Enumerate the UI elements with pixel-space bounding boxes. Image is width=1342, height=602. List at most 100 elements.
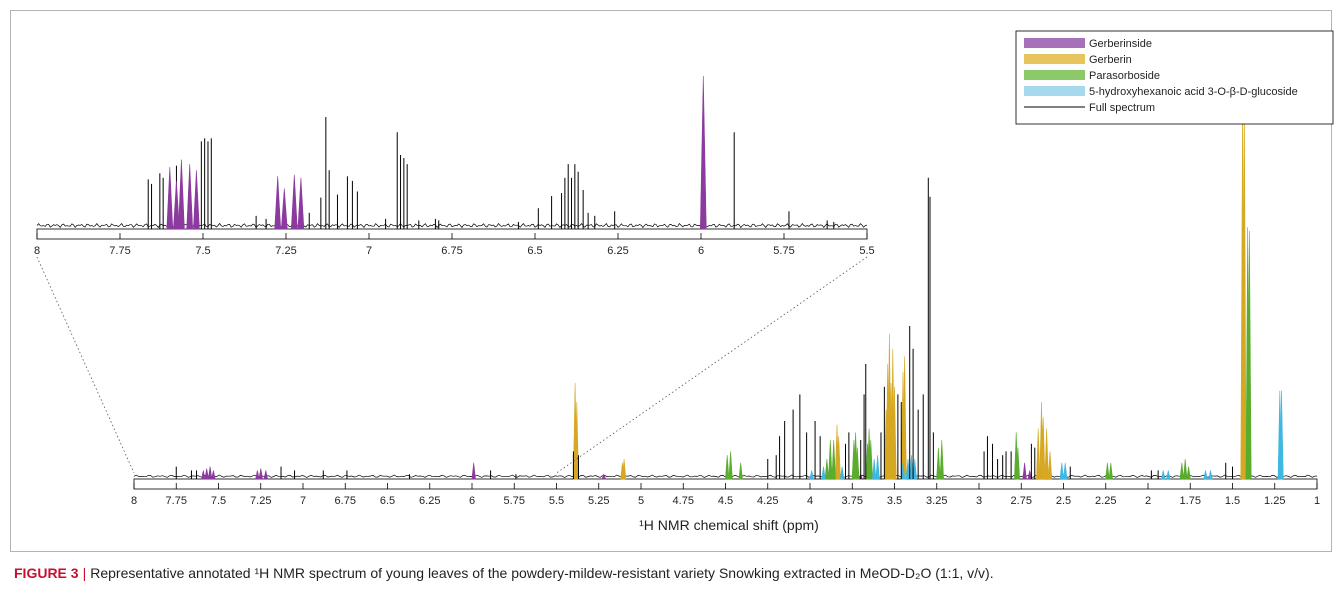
main-peak xyxy=(855,447,860,480)
inset-peak xyxy=(166,167,174,230)
main-peak xyxy=(1047,451,1053,480)
caption-label: FIGURE 3 xyxy=(14,565,79,581)
main-tick-label: 6 xyxy=(469,495,475,507)
legend: Gerberinside Gerberin Parasorboside 5-hydro… xyxy=(1015,30,1334,125)
inset-baseline-trace xyxy=(36,222,868,229)
main-tick-label: 5.25 xyxy=(588,495,609,507)
main-series xyxy=(175,90,1284,480)
main-tick-label: 5 xyxy=(638,495,644,507)
main-peak xyxy=(1183,458,1188,480)
legend-label: 5-hydroxyhexanoic acid 3-O-β-D-glucoside xyxy=(1089,86,1298,98)
main-peak xyxy=(204,468,209,480)
legend-swatch xyxy=(1024,54,1085,64)
inset-peak xyxy=(297,177,305,230)
main-peak xyxy=(255,470,260,480)
main-tick-label: 4.75 xyxy=(673,495,694,507)
main-peak xyxy=(892,386,897,480)
legend-label: Gerberin xyxy=(1089,54,1132,66)
main-tick-label: 7.75 xyxy=(166,495,187,507)
main-peak xyxy=(207,466,213,480)
main-peak xyxy=(809,470,814,480)
main-tick-label: 3.75 xyxy=(842,495,863,507)
legend-swatch xyxy=(1024,38,1085,48)
main-peak xyxy=(828,439,833,480)
main-peak xyxy=(1208,470,1213,480)
main-peak xyxy=(821,466,826,480)
main-tick-label: 4.5 xyxy=(718,495,733,507)
main-tick-label: 2 xyxy=(1145,495,1151,507)
main-peak xyxy=(1166,470,1171,480)
main-peak xyxy=(912,458,917,480)
main-tick-label: 1.25 xyxy=(1264,495,1285,507)
main-tick-label: 7.25 xyxy=(250,495,271,507)
main-peak xyxy=(1179,462,1184,480)
main-peak xyxy=(621,458,627,480)
main-peak xyxy=(868,439,873,480)
nmr-chart: 8 7.75 7.5 7.25 7 6.75 6.5 6.25 6 5.75 5.5 5.25 5 4.7… xyxy=(34,30,1334,533)
inset-tick-label: 7.75 xyxy=(109,245,130,257)
main-tick-label: 3.5 xyxy=(887,495,902,507)
main-peak xyxy=(211,470,216,480)
main-tick-label: 6.75 xyxy=(335,495,356,507)
zoom-connector-right xyxy=(556,256,868,474)
zoom-connector-left xyxy=(36,256,135,474)
main-peak xyxy=(905,458,911,480)
main-tick-label: 7 xyxy=(300,495,306,507)
main-tick-label: 2.25 xyxy=(1095,495,1116,507)
caption-text: Representative annotated ¹H NMR spectrum… xyxy=(90,565,994,581)
inset-tick-label: 6 xyxy=(698,245,704,257)
legend-entries: Gerberinside Gerberin Parasorboside 5-hydro… xyxy=(1024,38,1298,114)
legend-swatch xyxy=(1024,86,1085,96)
main-tick-label: 4.25 xyxy=(757,495,778,507)
main-peak xyxy=(875,455,880,480)
main-peak xyxy=(1015,447,1021,480)
legend-entry-full-spectrum: Full spectrum xyxy=(1024,102,1155,114)
x-axis-label: ¹H NMR chemical shift (ppm) xyxy=(639,517,819,533)
main-tick-label: 6.5 xyxy=(380,495,395,507)
figure-frame xyxy=(10,10,1332,552)
inset-peak xyxy=(699,75,707,230)
main-peak xyxy=(258,468,263,480)
main-peak xyxy=(1063,462,1068,480)
main-peak xyxy=(728,451,733,480)
main-tick-label: 5.75 xyxy=(504,495,525,507)
main-series-full-spectrum xyxy=(175,177,1233,479)
main-series-5-hydroxyhexanoic-acid-3-o-d-glucoside xyxy=(809,390,1284,480)
legend-entry-gerberin: Gerberin xyxy=(1024,54,1132,66)
main-tick-label: 3 xyxy=(976,495,982,507)
inset-tick-label: 5.75 xyxy=(773,245,794,257)
main-axis: 8 7.75 7.5 7.25 7 6.75 6.5 6.25 6 5.75 5.5 5.25 5 4.7… xyxy=(131,474,1320,507)
main-tick-label: 8 xyxy=(131,495,137,507)
main-peak xyxy=(1108,462,1113,480)
zoom-connectors xyxy=(36,256,868,474)
main-peak xyxy=(1247,230,1252,480)
main-peak xyxy=(1041,417,1046,480)
main-series-gerberin xyxy=(572,90,1247,480)
inset-peak xyxy=(178,159,185,230)
inset-series-gerberinside xyxy=(166,75,707,230)
main-tick-label: 1 xyxy=(1314,495,1320,507)
main-tick-label: 4 xyxy=(807,495,813,507)
inset-tick-label: 6.25 xyxy=(607,245,628,257)
inset-peak xyxy=(186,164,194,230)
inset-peak xyxy=(173,180,180,230)
caption-separator: | xyxy=(82,565,87,581)
main-peak xyxy=(601,473,607,480)
main-tick-label: 3.25 xyxy=(926,495,947,507)
main-peak xyxy=(1059,462,1064,480)
main-tick-label: 5.5 xyxy=(549,495,564,507)
inset-tick-label: 6.5 xyxy=(527,245,542,257)
main-peak xyxy=(1022,462,1027,480)
main-peak xyxy=(1242,90,1247,480)
inset-series xyxy=(147,75,835,230)
main-peak xyxy=(872,458,877,480)
main-peak xyxy=(471,462,476,480)
inset-tick-label: 6.75 xyxy=(441,245,462,257)
main-tick-label: 7.5 xyxy=(211,495,226,507)
legend-label: Gerberinside xyxy=(1089,38,1152,50)
legend-label: Parasorboside xyxy=(1089,70,1160,82)
main-peak xyxy=(831,439,836,480)
main-peak xyxy=(1036,428,1041,480)
legend-entry-parasorboside: Parasorboside xyxy=(1024,70,1160,82)
main-peak xyxy=(1105,462,1110,480)
